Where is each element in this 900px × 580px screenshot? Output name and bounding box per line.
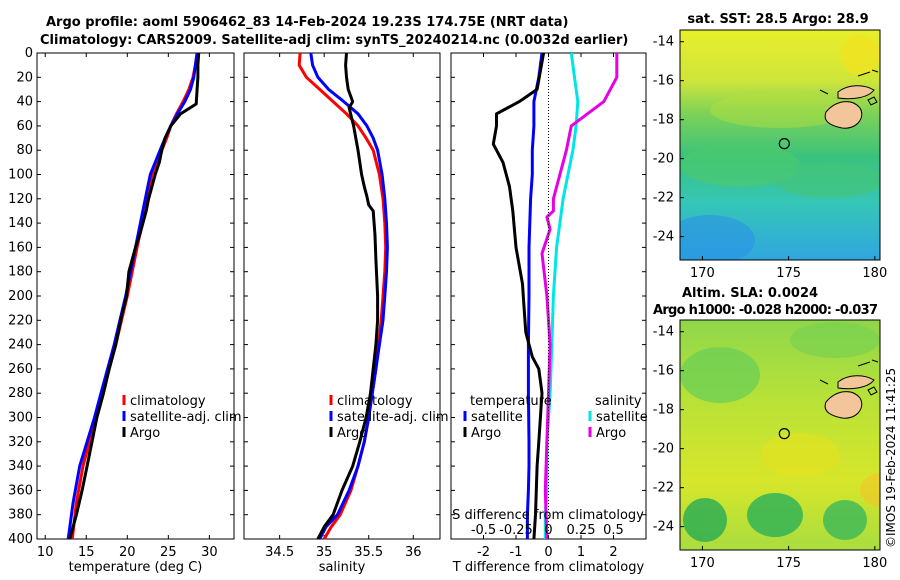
sla_map-xtick-label: 180 <box>862 556 887 571</box>
temperature-ytick-label: 380 <box>8 508 33 523</box>
sst_map-xtick-label: 180 <box>862 266 887 281</box>
figure-title-line1: Argo profile: aoml 5906462_83 14-Feb-202… <box>46 15 569 30</box>
diff-legend-sal-label: Argo <box>596 426 626 441</box>
sst-map-field <box>680 30 880 260</box>
difference-xlabel: T difference from climatology <box>452 560 645 575</box>
salinity-xtick-label: 35 <box>316 545 333 560</box>
sla-map-subtitle: Argo h1000: -0.028 h2000: -0.037 <box>653 303 878 318</box>
diff-legend-temp-label: Argo <box>471 426 501 441</box>
figure-title-line2: Climatology: CARS2009. Satellite-adj cli… <box>40 33 629 48</box>
sal-legend-label: Argo <box>337 426 367 441</box>
temperature-ytick-label: 100 <box>8 168 33 183</box>
temperature-ytick-label: 80 <box>16 143 33 158</box>
diff-s-tick-label: 0 <box>544 523 552 538</box>
temperature-ytick-label: 360 <box>8 483 33 498</box>
temperature-ytick-label: 220 <box>8 313 33 328</box>
temperature-ytick-label: 240 <box>8 338 33 353</box>
difference-xtick-label: 1 <box>577 545 585 560</box>
difference-series-t-satellite <box>525 52 544 539</box>
temperature-ytick-label: 160 <box>8 240 33 255</box>
diff-s-tick-label: -0.5 <box>471 523 496 538</box>
temperature-ytick-label: 320 <box>8 435 33 450</box>
temperature-ytick-label: 200 <box>8 289 33 304</box>
temperature-xlabel: temperature (deg C) <box>69 560 203 575</box>
salinity-xtick-label: 36 <box>405 545 422 560</box>
diff-legend-sal-label: satellite <box>596 410 648 425</box>
sla_map-frame <box>679 319 881 551</box>
temperature-xtick-label: 30 <box>201 545 218 560</box>
diff-s-tick-label: 0.5 <box>603 523 624 538</box>
sst_map-ytick-label: -14 <box>653 35 674 50</box>
sal-legend-label: satellite-adj. clim <box>337 410 449 425</box>
temperature-ytick-label: 400 <box>8 532 33 547</box>
salinity-xtick-label: 34.5 <box>265 545 294 560</box>
sla_map-ytick-label: -20 <box>653 442 674 457</box>
temperature-axes-box <box>36 52 235 540</box>
difference-xtick-label: -1 <box>510 545 523 560</box>
sla_map-ytick-label: -22 <box>653 481 674 496</box>
temperature-ytick-label: 280 <box>8 386 33 401</box>
sla-map-field <box>680 320 880 550</box>
temperature-ytick-label: 340 <box>8 459 33 474</box>
salinity-series-argo <box>316 52 380 540</box>
sst-map-title: sat. SST: 28.5 Argo: 28.9 <box>687 12 868 27</box>
temperature-xtick-label: 20 <box>119 545 136 560</box>
temperature-xtick-label: 25 <box>160 545 177 560</box>
temperature-ytick-label: 40 <box>16 95 33 110</box>
temperature-ytick-label: 260 <box>8 362 33 377</box>
temperature-ytick-label: 180 <box>8 265 33 280</box>
temperature-ytick-label: 140 <box>8 216 33 231</box>
salinity-xtick-label: 35.5 <box>354 545 383 560</box>
difference-series-t-argo <box>491 52 546 540</box>
temp-legend-label: satellite-adj. clim <box>130 410 242 425</box>
sla_map-xtick-label: 170 <box>690 556 715 571</box>
temperature-series-argo <box>68 52 201 540</box>
salinity-series-satellite-adj-clim <box>309 52 389 540</box>
sst_map-ytick-label: -22 <box>653 191 674 206</box>
difference-xtick-label: -2 <box>477 545 490 560</box>
temp-legend-label: climatology <box>130 394 206 409</box>
sla_map-ytick-label: -18 <box>653 403 674 418</box>
sst_map-ytick-label: -18 <box>653 113 674 128</box>
diff-s-tick-label: 0.25 <box>567 523 596 538</box>
sst_map-argo-marker <box>778 138 790 150</box>
sst_map-ytick-label: -16 <box>653 74 674 89</box>
diff-legend-temp-label: satellite <box>471 410 523 425</box>
salinity-axes-box <box>243 52 441 540</box>
sst-map-islands <box>819 69 879 129</box>
sla_map-ytick-label: -16 <box>653 364 674 379</box>
temperature-ytick-label: 20 <box>16 70 33 85</box>
diff-legend-sal-title: salinity <box>595 394 642 409</box>
temperature-xtick-label: 10 <box>37 545 54 560</box>
salinity-xlabel: salinity <box>319 560 366 575</box>
sla_map-xtick-label: 175 <box>776 556 801 571</box>
diff-legend-temp-title: temperature <box>470 394 552 409</box>
diff-s-axis-label: S difference from climatology <box>452 508 644 523</box>
sst_map-frame <box>679 29 881 261</box>
sst_map-xtick-label: 170 <box>690 266 715 281</box>
sst_map-ytick-label: -20 <box>653 152 674 167</box>
sla-map-title: Altim. SLA: 0.0024 <box>682 286 818 301</box>
difference-xtick-label: 2 <box>609 545 617 560</box>
sla_map-argo-marker <box>778 428 790 440</box>
temperature-series-satellite-adj-clim <box>66 52 199 540</box>
temp-legend-label: Argo <box>130 426 160 441</box>
difference-series-s-argo <box>540 53 619 540</box>
temperature-xtick-label: 15 <box>78 545 95 560</box>
sal-legend-label: climatology <box>337 394 413 409</box>
temperature-ytick-label: 300 <box>8 411 33 426</box>
difference-xtick-label: 0 <box>544 545 552 560</box>
diff-s-tick-label: -0.25 <box>499 523 533 538</box>
temperature-ytick-label: 60 <box>16 119 33 134</box>
sst_map-xtick-label: 175 <box>776 266 801 281</box>
temperature-ytick-label: 0 <box>25 46 33 61</box>
sst_map-ytick-label: -24 <box>653 230 674 245</box>
temperature-ytick-label: 120 <box>8 192 33 207</box>
sla_map-ytick-label: -14 <box>653 325 674 340</box>
sla-map-islands <box>819 359 879 419</box>
sla_map-ytick-label: -24 <box>653 520 674 535</box>
credit-text: ©IMOS 19-Feb-2024 11:41:25 <box>884 367 898 548</box>
